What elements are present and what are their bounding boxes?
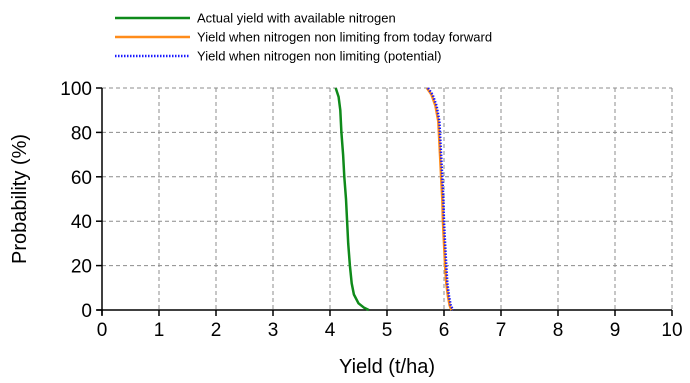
y-axis-label: Probability (%) <box>9 134 31 264</box>
series-line-2 <box>425 87 453 311</box>
series-group <box>334 87 455 312</box>
y-tick-label: 20 <box>71 257 92 278</box>
x-tick-label: 2 <box>211 320 222 341</box>
x-tick-label: 1 <box>154 320 165 341</box>
axes <box>97 88 672 315</box>
x-axis-label: Yield (t/ha) <box>339 356 435 378</box>
legend-label-2: Yield when nitrogen non limiting from to… <box>197 30 492 45</box>
x-tick-label: 9 <box>610 320 621 341</box>
y-tick-label: 80 <box>71 123 92 144</box>
x-tick-label: 4 <box>325 320 336 341</box>
x-tick-label: 3 <box>268 320 279 341</box>
y-tick-label: 0 <box>81 301 92 322</box>
y-tick-label: 100 <box>60 79 92 100</box>
x-tick-label: 7 <box>496 320 507 341</box>
x-tick-label: 5 <box>382 320 393 341</box>
legend-label-1: Actual yield with available nitrogen <box>197 11 396 26</box>
series-line-3 <box>426 87 455 311</box>
x-tick-label: 8 <box>553 320 564 341</box>
legend: Actual yield with available nitrogen Yiel… <box>115 11 492 64</box>
series-line-1 <box>334 87 370 312</box>
y-tick-label: 40 <box>71 212 92 233</box>
x-tick-label: 0 <box>97 320 108 341</box>
legend-label-3: Yield when nitrogen non limiting (potent… <box>197 49 442 64</box>
x-tick-label: 10 <box>661 320 682 341</box>
grid <box>102 87 673 310</box>
y-tick-label: 60 <box>71 168 92 189</box>
x-tick-label: 6 <box>439 320 450 341</box>
